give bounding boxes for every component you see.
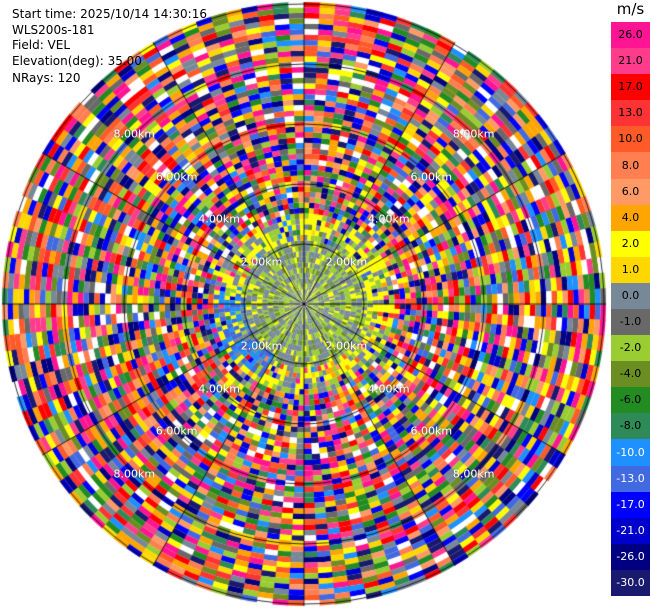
colorbar-tick-label: -21.0 <box>616 523 645 537</box>
range-ring-label: 8.00km <box>452 467 495 481</box>
colorbar-tick-label: -26.0 <box>616 549 645 563</box>
colorbar-tick-label: 6.0 <box>621 184 640 198</box>
colorbar-tick-label: 2.0 <box>621 236 640 250</box>
colorbar-unit: m/s <box>616 0 645 18</box>
colorbar-tick-label: 17.0 <box>618 80 643 94</box>
colorbar-tick-label: 1.0 <box>621 262 640 276</box>
colorbar-tick-label: 10.0 <box>618 132 643 146</box>
colorbar-segment <box>611 48 650 75</box>
colorbar-segment <box>611 413 650 440</box>
field-label: Field: VEL <box>12 38 71 52</box>
start-time-label: Start time: 2025/10/14 14:30:16 <box>12 7 207 21</box>
colorbar-segment <box>611 74 650 101</box>
ppi-velocity-display <box>0 0 610 610</box>
colorbar-segment <box>611 230 650 258</box>
colorbar-tick-label: -10.0 <box>616 445 645 459</box>
colorbar-segment <box>611 517 650 545</box>
colorbar-tick-label: 26.0 <box>618 28 643 42</box>
range-ring-label: 2.00km <box>240 339 283 353</box>
colorbar-tick-label: -30.0 <box>616 575 645 589</box>
range-ring-label: 6.00km <box>410 424 453 438</box>
colorbar-tick-label: -8.0 <box>619 419 642 433</box>
range-ring-label: 8.00km <box>113 467 156 481</box>
range-ring-label: 4.00km <box>198 382 240 396</box>
colorbar-segment <box>611 465 650 493</box>
colorbar-tick-label: -6.0 <box>619 393 642 407</box>
range-ring-label: 6.00km <box>410 170 453 184</box>
range-ring-label: 2.00km <box>240 255 283 269</box>
colorbar-segment <box>611 22 650 49</box>
colorbar-tick-label: 0.0 <box>621 288 640 302</box>
range-ring-label: 4.00km <box>368 382 410 396</box>
range-ring-label: 6.00km <box>155 424 198 438</box>
colorbar-segment <box>611 309 650 336</box>
colorbar-tick-label: 21.0 <box>618 54 643 68</box>
range-ring-label: 4.00km <box>368 212 410 226</box>
colorbar-tick-label: 8.0 <box>621 158 640 172</box>
colorbar-tick-label: -13.0 <box>616 471 645 485</box>
range-ring-label: 6.00km <box>155 170 198 184</box>
colorbar-segment <box>611 152 650 180</box>
colorbar-segment <box>611 387 650 414</box>
range-ring-label: 2.00km <box>325 255 368 269</box>
colorbar-segment <box>611 256 650 284</box>
colorbar-tick-label: 13.0 <box>618 106 643 120</box>
colorbar-segment <box>611 126 650 153</box>
colorbar-tick-label: 4.0 <box>621 210 640 224</box>
colorbar-tick-label: -2.0 <box>619 341 642 355</box>
colorbar-segment <box>611 543 650 571</box>
station-label: WLS200s-181 <box>12 23 95 37</box>
colorbar-segment <box>611 361 650 388</box>
colorbar-tick-label: -4.0 <box>619 367 642 381</box>
colorbar <box>611 22 650 597</box>
colorbar-tick-label: -1.0 <box>619 315 642 329</box>
colorbar-segment <box>611 335 650 362</box>
colorbar-segment <box>611 282 650 310</box>
colorbar-segment <box>611 178 650 206</box>
range-ring-label: 4.00km <box>198 212 240 226</box>
range-ring-label: 2.00km <box>325 339 368 353</box>
colorbar-segment <box>611 569 650 597</box>
range-ring-label: 8.00km <box>113 127 156 141</box>
nrays-label: NRays: 120 <box>12 71 81 85</box>
colorbar-segment <box>611 491 650 519</box>
colorbar-segment <box>611 439 650 467</box>
range-ring-label: 8.00km <box>452 127 495 141</box>
colorbar-segment <box>611 204 650 232</box>
colorbar-segment <box>611 100 650 127</box>
colorbar-tick-label: -17.0 <box>616 497 645 511</box>
elevation-label: Elevation(deg): 35.00 <box>12 54 142 68</box>
